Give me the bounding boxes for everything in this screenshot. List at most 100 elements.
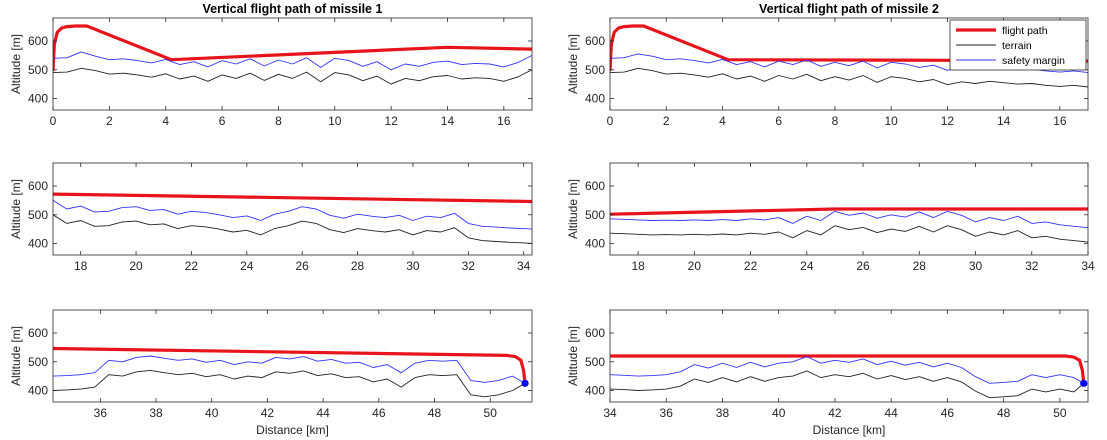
x-tick-label: 12 — [941, 114, 955, 128]
x-tick-label: 36 — [94, 406, 108, 420]
series-line-terrain — [610, 68, 1088, 87]
panel-2: 0 2 4 6 8 10 12 14 16 400 500 600 Altitude [m] Vertic… — [566, 2, 1088, 128]
y-tick-label: 500 — [28, 208, 48, 222]
y-tick-label: 600 — [28, 179, 48, 193]
x-tick-label: 34 — [603, 406, 617, 420]
end-point-marker — [521, 380, 528, 387]
x-tick-label: 14 — [441, 114, 455, 128]
x-tick-label: 20 — [688, 259, 702, 273]
y-axis-label: Altitude [m] — [566, 34, 580, 94]
x-tick-label: 32 — [1025, 259, 1039, 273]
x-tick-label: 6 — [219, 114, 226, 128]
y-tick-label: 500 — [28, 355, 48, 369]
x-tick-label: 48 — [997, 406, 1011, 420]
x-tick-label: 18 — [631, 259, 645, 273]
x-tick-label: 44 — [316, 406, 330, 420]
series-line-safety-margin — [610, 357, 1084, 384]
series-group — [53, 349, 525, 397]
legend-label-terrain: terrain — [1002, 40, 1032, 52]
x-tick-label: 22 — [185, 259, 199, 273]
x-tick-label: 12 — [384, 114, 398, 128]
x-tick-label: 16 — [497, 114, 511, 128]
x-axis-label: Distance [km] — [256, 423, 329, 437]
panel-1: 0 2 4 6 8 10 12 14 16 400 500 600 Altitude [m] Vertic… — [9, 2, 532, 128]
x-tick-label: 10 — [328, 114, 342, 128]
x-tick-label: 46 — [941, 406, 955, 420]
series-group — [610, 356, 1084, 398]
series-line-terrain — [53, 215, 532, 244]
y-tick-label: 500 — [585, 355, 605, 369]
series-line-flight-path — [53, 349, 525, 384]
x-tick-label: 30 — [969, 259, 983, 273]
y-tick-label: 600 — [585, 179, 605, 193]
x-tick-label: 24 — [800, 259, 814, 273]
x-tick-label: 4 — [719, 114, 726, 128]
y-tick-label: 500 — [585, 208, 605, 222]
chart-title: Vertical flight path of missile 1 — [203, 2, 383, 16]
y-tick-label: 400 — [585, 92, 605, 106]
panel-5: 36 38 40 42 44 46 48 50400500600Altitude [m]Dis… — [9, 310, 532, 437]
x-tick-label: 34 — [1081, 259, 1095, 273]
series-line-flight-path — [53, 194, 532, 201]
y-tick-label: 400 — [585, 384, 605, 398]
series-line-terrain — [610, 226, 1088, 242]
x-tick-label: 30 — [406, 259, 420, 273]
series-line-flight-path — [53, 26, 532, 70]
x-tick-label: 50 — [1053, 406, 1067, 420]
y-axis-label: Altitude [m] — [566, 326, 580, 386]
x-tick-label: 42 — [828, 406, 842, 420]
legend-label-flight-path: flight path — [1002, 25, 1048, 37]
y-axis-label: Altitude [m] — [9, 179, 23, 239]
x-tick-label: 26 — [856, 259, 870, 273]
legend-label-safety-margin: safety margin — [1002, 55, 1065, 67]
x-tick-label: 34 — [517, 259, 531, 273]
x-tick-label: 14 — [997, 114, 1011, 128]
series-line-terrain — [53, 68, 532, 84]
series-line-safety-margin — [53, 356, 525, 383]
x-tick-label: 2 — [106, 114, 113, 128]
panel-3: 18 20 22 24 26 28 30 32 34 400 500 600 Altitude [m] — [9, 163, 532, 273]
x-tick-label: 10 — [884, 114, 898, 128]
y-tick-label: 600 — [28, 34, 48, 48]
y-tick-label: 500 — [28, 63, 48, 77]
y-tick-label: 500 — [585, 63, 605, 77]
x-axis-label: Distance [km] — [813, 423, 886, 437]
x-tick-label: 22 — [744, 259, 758, 273]
x-tick-label: 38 — [149, 406, 163, 420]
y-tick-label: 400 — [585, 237, 605, 251]
y-tick-label: 400 — [28, 237, 48, 251]
x-tick-label: 50 — [484, 406, 498, 420]
x-tick-label: 6 — [775, 114, 782, 128]
series-group — [53, 194, 532, 243]
x-tick-label: 42 — [261, 406, 275, 420]
x-tick-label: 48 — [428, 406, 442, 420]
chart-title: Vertical flight path of missile 2 — [759, 2, 939, 16]
y-axis-label: Altitude [m] — [9, 326, 23, 386]
x-tick-label: 0 — [50, 114, 57, 128]
y-tick-label: 400 — [28, 384, 48, 398]
series-line-safety-margin — [53, 200, 532, 229]
y-tick-label: 600 — [585, 34, 605, 48]
axes-box — [53, 163, 532, 255]
x-tick-label: 8 — [832, 114, 839, 128]
x-tick-label: 0 — [607, 114, 614, 128]
x-tick-label: 32 — [462, 259, 476, 273]
x-tick-label: 24 — [240, 259, 254, 273]
x-tick-label: 28 — [913, 259, 927, 273]
x-tick-label: 26 — [296, 259, 310, 273]
x-tick-label: 20 — [129, 259, 143, 273]
y-tick-label: 400 — [28, 92, 48, 106]
legend: flight path terrain safety margin — [950, 20, 1086, 70]
series-group — [53, 26, 532, 84]
series-line-terrain — [53, 370, 525, 396]
x-tick-label: 44 — [884, 406, 898, 420]
x-tick-label: 18 — [74, 259, 88, 273]
x-tick-label: 40 — [205, 406, 219, 420]
x-tick-label: 4 — [162, 114, 169, 128]
x-tick-label: 8 — [275, 114, 282, 128]
series-line-flight-path — [610, 356, 1084, 383]
y-axis-label: Altitude [m] — [9, 34, 23, 94]
panel-4: 18 20 22 24 26 28 30 32 34 400 500 600 Altitude [m] — [566, 163, 1095, 273]
x-tick-label: 38 — [716, 406, 730, 420]
